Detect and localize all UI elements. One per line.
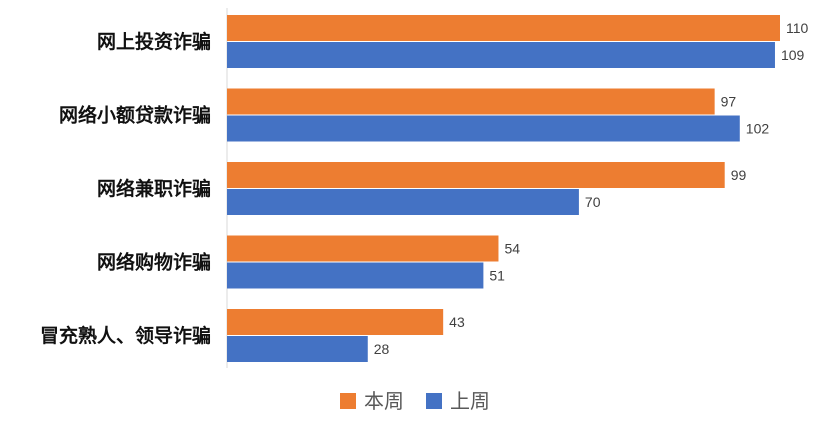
bar-current	[227, 309, 444, 335]
category-label: 网络兼职诈骗	[97, 177, 211, 200]
bar-previous	[227, 262, 484, 289]
data-label: 54	[504, 241, 520, 257]
bar-current	[227, 235, 499, 262]
legend-swatch	[340, 393, 356, 409]
data-label: 109	[781, 47, 805, 63]
value-labels: 110 109 97 102 99 70 54 51 43 28	[374, 20, 809, 357]
bar-current	[227, 15, 780, 41]
data-label: 102	[746, 121, 770, 137]
legend-swatch	[426, 393, 442, 409]
data-label: 28	[374, 341, 390, 357]
category-label: 网上投资诈骗	[97, 30, 211, 53]
bar-previous	[227, 189, 579, 215]
bar-current	[227, 88, 715, 115]
data-label: 43	[449, 314, 465, 330]
data-label: 51	[489, 268, 505, 284]
category-label: 网络小额贷款诈骗	[59, 104, 211, 127]
data-label: 70	[585, 194, 601, 210]
legend: 本周 上周	[340, 389, 490, 413]
data-label: 97	[721, 94, 737, 110]
legend-label: 本周	[364, 389, 404, 413]
bar-previous	[227, 42, 775, 68]
data-label: 99	[731, 167, 747, 183]
category-label: 网络购物诈骗	[97, 251, 211, 274]
bar-previous	[227, 115, 740, 142]
legend-label: 上周	[450, 389, 490, 413]
category-label: 冒充熟人、领导诈骗	[40, 324, 211, 347]
bars	[227, 15, 780, 362]
bar-previous	[227, 336, 368, 362]
bar-current	[227, 162, 725, 188]
data-label: 110	[786, 20, 809, 36]
